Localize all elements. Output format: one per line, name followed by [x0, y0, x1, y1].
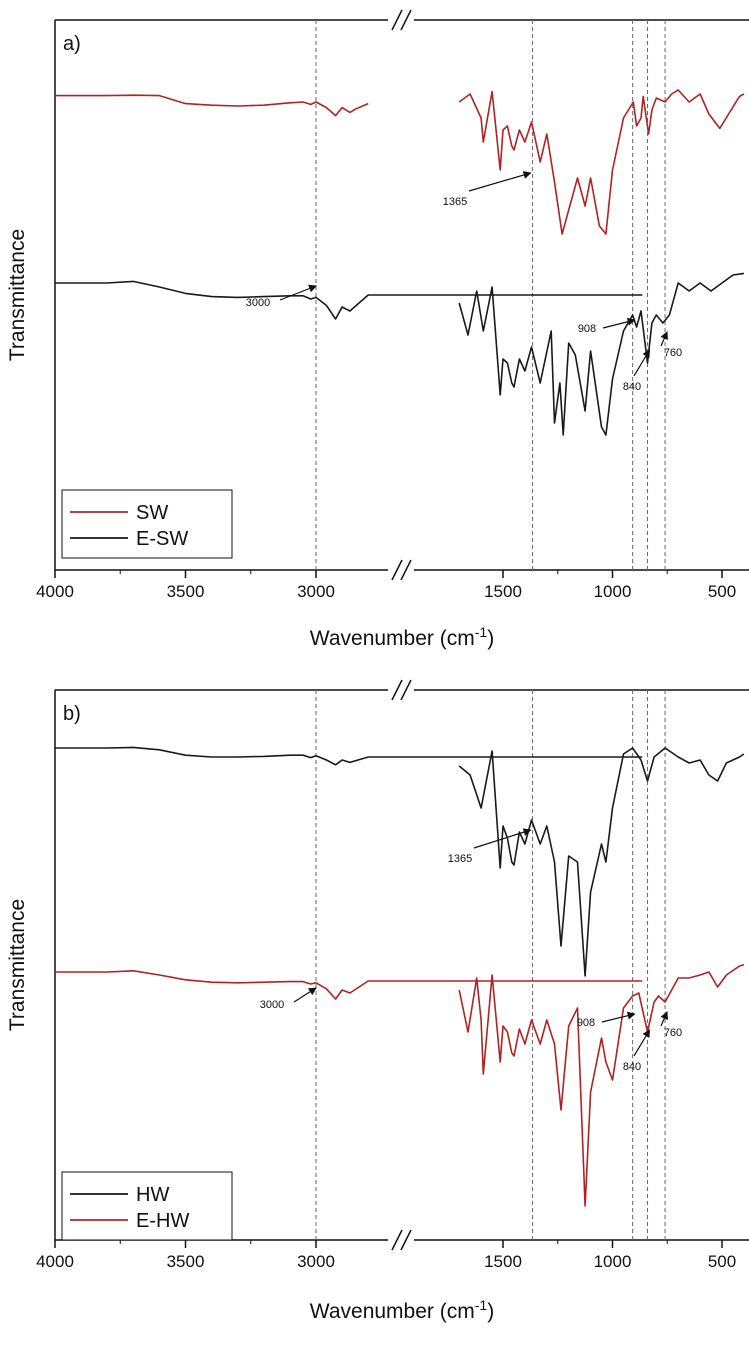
x-tick-label: 3000 [297, 582, 335, 601]
axis-break-mark [391, 679, 403, 701]
x-axis-label: Wavenumber (cm-1) [310, 1297, 494, 1323]
series-line-e-sw [55, 280, 643, 320]
annotation-arrow-1365 [468, 171, 532, 192]
annotation-1365: 1365 [443, 196, 467, 208]
legend-box [61, 1171, 233, 1241]
x-tick-label: 1000 [594, 582, 632, 601]
annotation-arrow-840 [633, 349, 651, 377]
annotation-840: 840 [623, 381, 641, 393]
axis-break-mark [400, 9, 412, 31]
annotation-arrow-760 [660, 1011, 668, 1027]
annotation-arrow-3000 [293, 987, 317, 1003]
legend-label-e-hw: E-HW [136, 1210, 189, 1232]
x-tick-label: 1500 [484, 1252, 522, 1271]
annotation-arrow-760 [660, 331, 668, 347]
x-tick-label: 3500 [167, 1252, 205, 1271]
legend: SW E-SW [61, 489, 233, 559]
series-line-e-hw [458, 964, 745, 1207]
legend-label-hw: HW [136, 1184, 169, 1206]
axis-break-mark [400, 1229, 412, 1251]
series-line-sw [55, 94, 369, 117]
panel-label: b) [63, 703, 81, 725]
x-tick-label: 3500 [167, 582, 205, 601]
x-tick-label: 1000 [594, 1252, 632, 1271]
x-tick-label: 4000 [36, 1252, 74, 1271]
axis-break-mark [400, 679, 412, 701]
annotation-arrow-840 [633, 1029, 651, 1057]
series-line-sw [458, 89, 745, 235]
series-line-e-sw [458, 272, 745, 436]
annotation-1365: 1365 [448, 853, 472, 865]
x-axis-label: Wavenumber (cm-1) [310, 624, 494, 650]
axis-break-mark [391, 1229, 403, 1251]
x-tick-label: 500 [708, 582, 736, 601]
annotation-908: 908 [578, 323, 596, 335]
annotation-arrow-908 [601, 1011, 636, 1023]
panel-label: a) [63, 33, 81, 55]
x-tick-label: 1500 [484, 582, 522, 601]
annotation-arrow-908 [602, 317, 636, 329]
legend-label-e-sw: E-SW [136, 528, 188, 550]
legend-box [61, 489, 233, 559]
y-axis-label: Transmittance [6, 899, 29, 1031]
axis-break-mark [400, 559, 412, 581]
annotation-3000: 3000 [260, 999, 284, 1011]
annotation-760: 760 [664, 1027, 682, 1039]
axis-break-mark [391, 9, 403, 31]
series-line-e-hw [55, 969, 643, 1000]
legend-label-sw: SW [136, 502, 168, 524]
annotation-3000: 3000 [246, 297, 270, 309]
panel-b: 4000 3500 3000 1500 1000 500 Wavenumber (cm-1)… [6, 679, 749, 1323]
axis-break-mark [391, 559, 403, 581]
x-tick-label: 3000 [297, 1252, 335, 1271]
annotation-840: 840 [623, 1061, 641, 1073]
series-line-hw [55, 746, 643, 766]
annotation-arrow-3000 [279, 284, 317, 301]
x-tick-label: 500 [708, 1252, 736, 1271]
x-tick-label: 4000 [36, 582, 74, 601]
legend: HW E-HW [61, 1171, 233, 1241]
annotation-908: 908 [577, 1017, 595, 1029]
panel-a: 4000 3500 3000 1500 1000 500 Wavenumber (cm-1)… [6, 9, 749, 650]
annotation-760: 760 [664, 347, 682, 359]
y-axis-label: Transmittance [6, 229, 29, 361]
annotation-arrow-1365 [473, 828, 532, 849]
series-line-hw [458, 747, 745, 977]
